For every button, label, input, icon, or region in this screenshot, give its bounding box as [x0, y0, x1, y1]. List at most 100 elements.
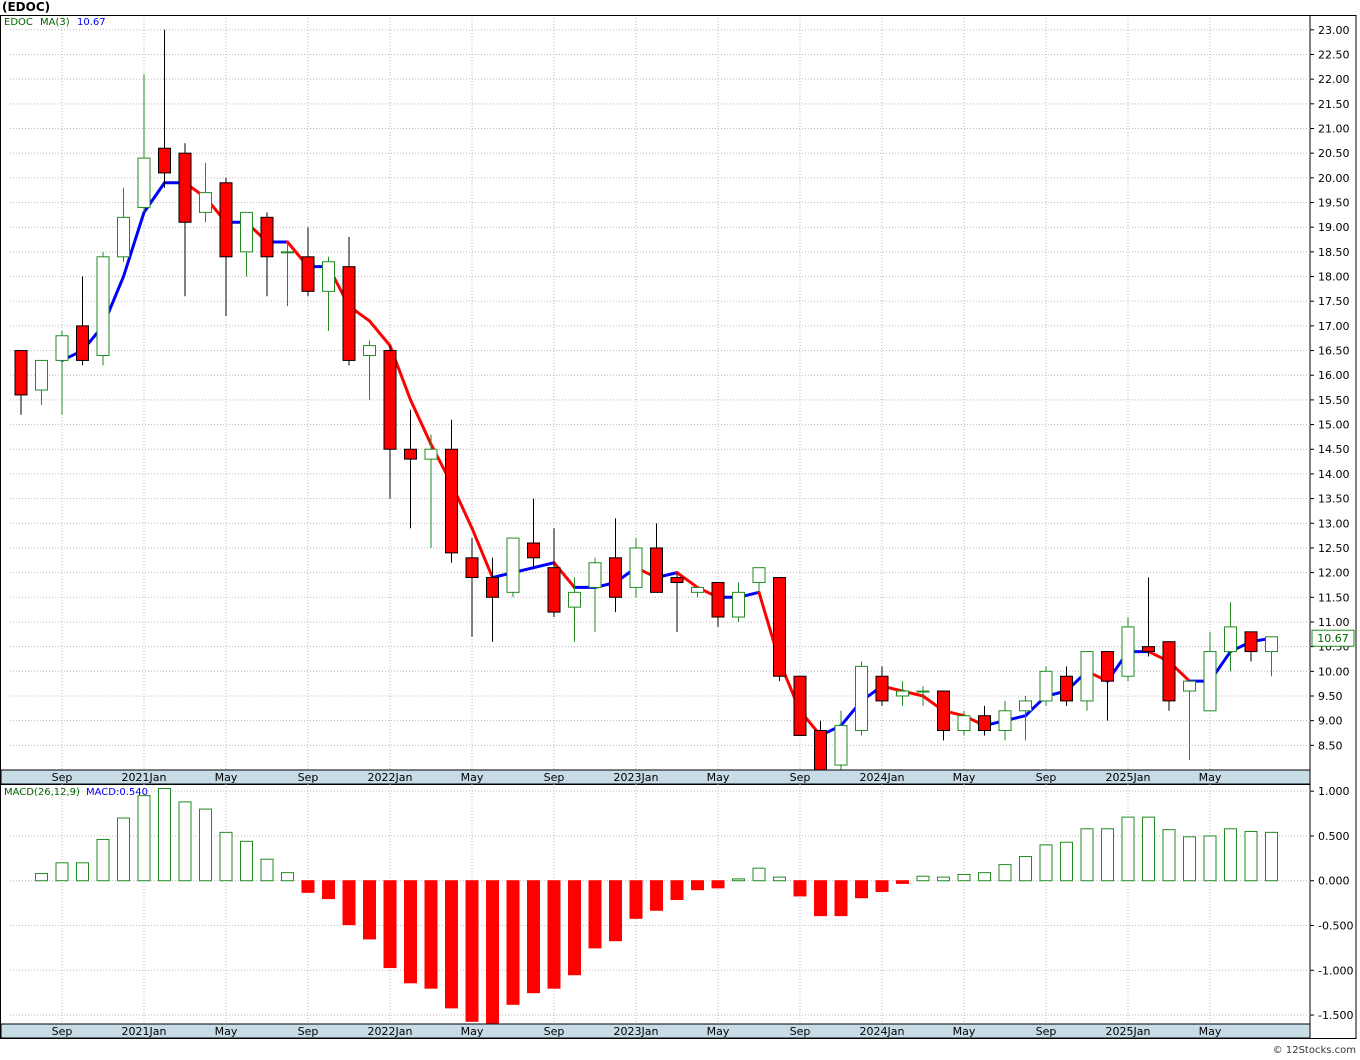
- macd-bar-positive: [117, 817, 130, 882]
- macd-x-tick-label: May: [707, 1025, 730, 1038]
- macd-y-tick-label: -1.500: [1318, 1009, 1353, 1022]
- macd-x-tick-label: Sep: [52, 1025, 73, 1038]
- candle-body: [240, 211, 253, 253]
- candle-body: [219, 182, 233, 258]
- candle-down: [404, 409, 417, 529]
- price-legend-ma-value: 10.67: [77, 17, 106, 28]
- candle-body: [342, 266, 356, 361]
- candle-down: [14, 350, 28, 415]
- ma3-segment: [675, 571, 699, 589]
- candle-down: [650, 523, 663, 593]
- price-x-tick-label: May: [707, 771, 730, 784]
- candle-up: [629, 538, 643, 598]
- macd-bar-negative: [486, 880, 499, 1027]
- price-x-tick-label: 2023Jan: [614, 771, 659, 784]
- candle-down: [486, 557, 499, 642]
- candle-body: [76, 325, 89, 361]
- macd-bar-positive: [1121, 816, 1135, 882]
- candle-body: [178, 152, 192, 223]
- macd-x-tick-label: 2022Jan: [368, 1025, 413, 1038]
- price-panel: 8.509.009.5010.0010.5011.0011.5012.0012.…: [0, 15, 1355, 785]
- candle-up: [834, 710, 848, 770]
- macd-bar-negative: [896, 880, 909, 884]
- candle-body: [691, 586, 704, 593]
- candle-up: [96, 251, 110, 366]
- macd-y-tick-label: -1.000: [1318, 964, 1353, 977]
- macd-y-tick-label: 0.500: [1318, 830, 1350, 843]
- candle-body: [650, 547, 663, 593]
- candle-up: [117, 187, 130, 262]
- last-price-tag: [1311, 629, 1355, 647]
- candle-up: [240, 211, 253, 277]
- price-legend-ma-label: MA(3): [40, 17, 70, 28]
- candle-body: [1203, 651, 1217, 712]
- macd-bar-positive: [1039, 844, 1053, 882]
- candle-down: [609, 518, 622, 613]
- candle-down: [527, 498, 540, 568]
- price-x-tick-label: Sep: [544, 771, 565, 784]
- price-x-tick-label: Sep: [1036, 771, 1057, 784]
- price-legend-symbol: EDOC: [4, 17, 33, 28]
- price-y-tick-label: 18.00: [1318, 271, 1350, 284]
- price-x-tick-label: Sep: [790, 771, 811, 784]
- candle-down: [547, 528, 561, 618]
- macd-bar-negative: [588, 880, 602, 949]
- candle-up: [1019, 695, 1032, 741]
- macd-bar-positive: [199, 808, 212, 882]
- price-y-tick-label: 15.00: [1318, 419, 1350, 432]
- macd-x-tick-label: May: [953, 1025, 976, 1038]
- macd-bar-positive: [260, 858, 274, 882]
- candle-body: [137, 157, 151, 208]
- candle-body: [199, 192, 212, 213]
- candle-body: [1244, 631, 1258, 653]
- price-y-tick-label: 17.50: [1318, 295, 1350, 308]
- candle-down: [773, 577, 786, 682]
- macd-panel-frame: [0, 784, 1311, 1039]
- price-y-tick-label: 20.00: [1318, 172, 1350, 185]
- macd-bar-positive: [1203, 835, 1217, 882]
- macd-x-tick-label: 2025Jan: [1106, 1025, 1151, 1038]
- candle-body: [158, 147, 171, 174]
- candle-down: [1142, 577, 1155, 657]
- macd-y-tick-label: -0.500: [1318, 919, 1353, 932]
- candle-down: [875, 666, 889, 706]
- price-x-tick-label: May: [953, 771, 976, 784]
- macd-bar-negative: [793, 880, 807, 897]
- ma3-segment: [368, 319, 392, 348]
- macd-bar-positive: [137, 795, 151, 882]
- ma3-segment: [532, 561, 556, 570]
- candle-up: [1121, 617, 1135, 682]
- price-y-tick-label: 18.50: [1318, 246, 1350, 259]
- candle-up: [322, 256, 335, 331]
- macd-bar-negative: [691, 880, 704, 891]
- candle-up: [506, 537, 520, 598]
- price-x-tick-label: Sep: [298, 771, 319, 784]
- candle-down: [978, 705, 991, 736]
- candle-down: [1244, 631, 1258, 662]
- macd-x-tick-label: May: [461, 1025, 484, 1038]
- macd-bar-positive: [916, 875, 930, 882]
- macd-bar-negative: [875, 880, 889, 892]
- macd-bar-positive: [281, 872, 294, 882]
- price-y-tick-label: 16.00: [1318, 369, 1350, 382]
- candle-down: [814, 720, 827, 776]
- candle-down: [711, 581, 725, 627]
- macd-bar-negative: [670, 880, 684, 901]
- macd-x-tick-label: May: [1199, 1025, 1222, 1038]
- ma3-segment: [552, 561, 576, 589]
- price-y-tick-label: 9.00: [1318, 715, 1343, 728]
- ma3-segment: [409, 398, 433, 446]
- price-x-tick-label: May: [1199, 771, 1222, 784]
- candle-down: [670, 572, 684, 632]
- candle-body: [1162, 641, 1176, 702]
- macd-panel: 1.000 0.500 0.000 -0.500 -1.000 -1.500 Sep 2021…: [0, 784, 1353, 1039]
- candle-body: [1224, 626, 1237, 653]
- price-x-tick-label: 2022Jan: [368, 771, 413, 784]
- candle-body: [855, 665, 868, 732]
- price-y-tick-label: 13.50: [1318, 493, 1350, 506]
- candle-body: [957, 715, 971, 732]
- price-x-tick-label: Sep: [52, 771, 73, 784]
- candle-body: [588, 562, 602, 588]
- macd-bar-negative: [855, 880, 868, 899]
